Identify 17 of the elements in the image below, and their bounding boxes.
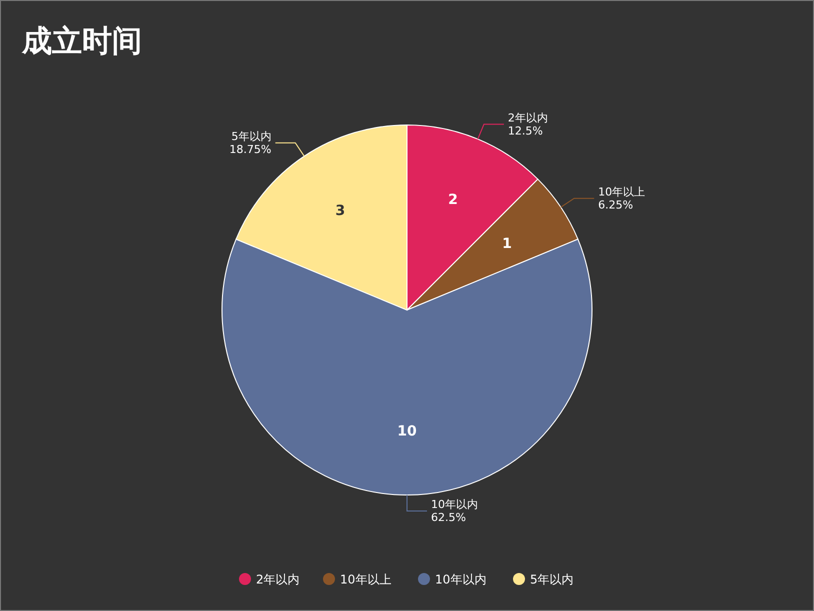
- legend-label: 5年以内: [530, 572, 574, 586]
- text: 2: [448, 192, 458, 208]
- text: 3: [335, 203, 346, 220]
- data-label: 18.75%: [229, 142, 272, 156]
- data-label: 62.5%: [431, 511, 466, 524]
- slice-label: 10年以上: [598, 185, 646, 198]
- legend-label: 10年以内: [435, 572, 486, 586]
- legend-label: 10年以上: [340, 572, 392, 586]
- slice-label: 2年以内: [508, 111, 548, 124]
- slice-label: 10年以内: [431, 498, 478, 511]
- legend-label: 2年以内: [256, 572, 300, 586]
- text: 10: [397, 423, 417, 440]
- data-label: 6.25%: [598, 198, 634, 212]
- data-label: 12.5%: [508, 124, 543, 138]
- slice-label: 5年以内: [231, 130, 272, 143]
- text: 1: [502, 236, 512, 252]
- chart-title: 成立时间: [21, 24, 142, 59]
